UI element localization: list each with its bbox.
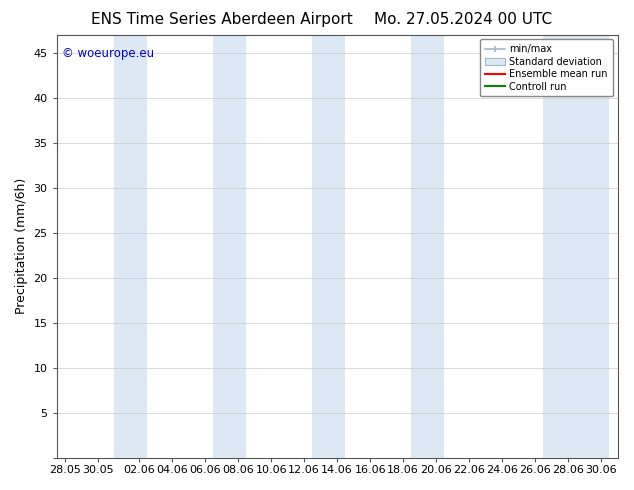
- Bar: [411, 35, 444, 458]
- Text: Mo. 27.05.2024 00 UTC: Mo. 27.05.2024 00 UTC: [374, 12, 552, 27]
- Bar: [214, 35, 247, 458]
- Text: ENS Time Series Aberdeen Airport: ENS Time Series Aberdeen Airport: [91, 12, 353, 27]
- Y-axis label: Precipitation (mm/6h): Precipitation (mm/6h): [15, 178, 28, 315]
- Legend: min/max, Standard deviation, Ensemble mean run, Controll run: min/max, Standard deviation, Ensemble me…: [480, 40, 613, 97]
- Bar: [115, 35, 148, 458]
- Bar: [313, 35, 346, 458]
- Bar: [543, 35, 609, 458]
- Text: © woeurope.eu: © woeurope.eu: [62, 48, 155, 60]
